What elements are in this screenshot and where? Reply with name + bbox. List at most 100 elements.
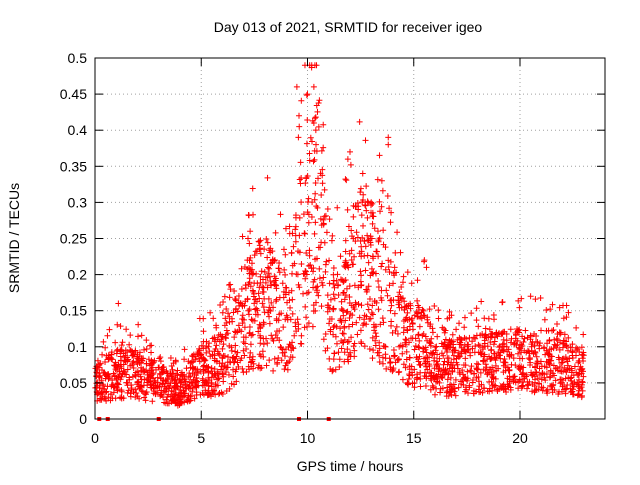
data-point [456, 320, 463, 327]
data-point [498, 347, 505, 354]
data-point [409, 380, 416, 387]
data-point [529, 381, 536, 388]
y-tick-label: 0.3 [68, 194, 88, 210]
data-point [454, 336, 461, 343]
data-point [565, 309, 572, 316]
data-point [392, 249, 399, 256]
data-point [324, 205, 331, 212]
data-point [214, 368, 221, 375]
data-point [223, 364, 230, 371]
data-point [422, 383, 429, 390]
data-point [550, 362, 557, 369]
data-point [457, 353, 464, 360]
data-point [427, 340, 434, 347]
data-point [149, 364, 156, 371]
data-point [488, 355, 495, 362]
data-point [281, 266, 288, 273]
data-point [243, 345, 250, 352]
data-point [534, 339, 541, 346]
data-point [444, 376, 451, 383]
data-point [143, 360, 150, 367]
data-point [257, 245, 264, 252]
data-point [337, 253, 344, 260]
data-point [402, 364, 409, 371]
data-point [434, 378, 441, 385]
data-point [335, 281, 342, 288]
data-point [497, 349, 504, 356]
data-point [500, 369, 507, 376]
data-point [529, 372, 536, 379]
data-point [148, 349, 155, 356]
data-point [231, 287, 238, 294]
data-point [342, 257, 349, 264]
data-point [380, 241, 387, 248]
data-point [309, 199, 316, 206]
data-point [266, 313, 273, 320]
data-point [288, 250, 295, 257]
data-point [342, 176, 349, 183]
data-point [308, 62, 315, 69]
data-point [257, 237, 264, 244]
data-point [257, 250, 264, 257]
data-point [421, 355, 428, 362]
data-point [416, 323, 423, 330]
data-point [340, 339, 347, 346]
data-point [574, 379, 581, 386]
data-point [141, 376, 148, 383]
data-point [295, 248, 302, 255]
data-point [527, 336, 534, 343]
data-point [544, 340, 551, 347]
data-point [348, 247, 355, 254]
data-point [282, 271, 289, 278]
data-point [396, 289, 403, 296]
data-point [404, 326, 411, 333]
y-tick-label: 0.25 [60, 231, 87, 247]
data-point [416, 337, 423, 344]
data-point [406, 354, 413, 361]
data-point [560, 368, 567, 375]
data-point [107, 391, 114, 398]
data-point [266, 357, 273, 364]
data-point [573, 344, 580, 351]
data-point [121, 371, 128, 378]
data-point [207, 353, 214, 360]
data-point [376, 235, 383, 242]
data-point [463, 335, 470, 342]
data-point [304, 323, 310, 330]
data-point [390, 297, 397, 304]
data-point [454, 365, 461, 372]
data-point [320, 144, 327, 151]
data-point [478, 351, 485, 358]
data-point [127, 390, 134, 397]
data-point [295, 134, 302, 141]
data-point [137, 384, 144, 391]
data-point [239, 233, 246, 240]
data-point [543, 371, 550, 378]
data-point [376, 345, 383, 352]
data-point [255, 328, 262, 335]
data-point [303, 140, 310, 147]
data-point [336, 363, 343, 370]
data-point [413, 308, 420, 315]
data-point [543, 306, 550, 313]
data-point [106, 355, 113, 362]
data-point [217, 301, 224, 308]
data-point [103, 397, 110, 404]
data-point [390, 347, 397, 354]
data-point [117, 323, 124, 330]
data-point [260, 304, 267, 311]
data-point [353, 319, 360, 326]
data-point [580, 357, 587, 364]
y-tick-label: 0.2 [68, 267, 88, 283]
data-point [445, 371, 452, 378]
data-point [512, 362, 519, 369]
data-point [130, 365, 137, 372]
data-point [133, 390, 140, 397]
data-point [114, 346, 121, 353]
data-point [437, 389, 444, 396]
data-point [168, 363, 175, 370]
data-point [558, 376, 565, 383]
data-point [346, 250, 353, 257]
data-point [239, 320, 246, 327]
data-point [352, 299, 359, 306]
